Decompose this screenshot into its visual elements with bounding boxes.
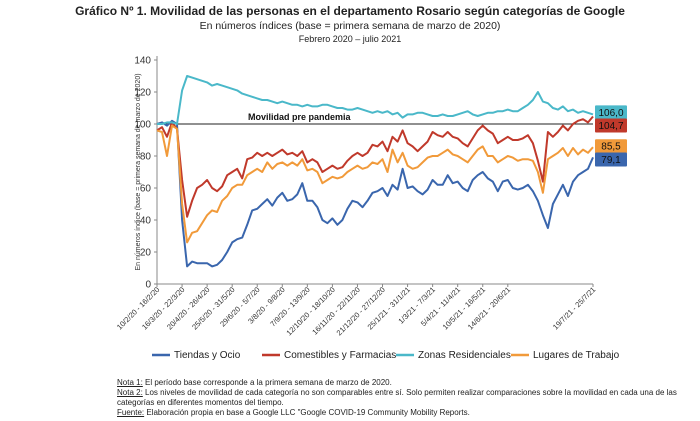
note-1: Nota 1: El período base corresponde a la… xyxy=(117,378,677,388)
legend-item-2: Zonas Residenciales xyxy=(396,350,511,361)
legend-item-3: Lugares de Trabajo xyxy=(511,350,620,361)
end-label-box xyxy=(595,118,627,133)
reference-line-label: Movilidad pre pandemia xyxy=(248,112,352,122)
end-label-1: 104,7 xyxy=(595,118,627,133)
legend-label: Tiendas y Ocio xyxy=(174,350,241,361)
y-tick-label: 40 xyxy=(140,216,152,227)
chart-period: Febrero 2020 – julio 2021 xyxy=(298,34,402,44)
end-label-box xyxy=(595,105,627,120)
legend-label: Lugares de Trabajo xyxy=(533,350,620,361)
chart-title: Gráfico Nº 1. Movilidad de las personas … xyxy=(75,4,625,18)
series-line-1 xyxy=(156,115,594,218)
legend-item-1: Comestibles y Farmacias xyxy=(262,350,396,361)
y-tick-label: 0 xyxy=(145,280,151,291)
y-tick-label: 20 xyxy=(140,248,152,259)
y-tick-label: 120 xyxy=(134,88,151,99)
legend-item-0: Tiendas y Ocio xyxy=(152,350,241,361)
legend-label: Zonas Residenciales xyxy=(418,350,511,361)
footnotes: Nota 1: El período base corresponde a la… xyxy=(117,378,677,418)
series-line-0 xyxy=(156,119,594,268)
x-tick-label: 19/7/21 - 25/7/21 xyxy=(551,285,597,331)
chart-subtitle: En números índices (base = primera seman… xyxy=(199,20,501,32)
end-label-3: 85,5 xyxy=(595,139,627,154)
end-label-value: 79,1 xyxy=(601,155,621,166)
note-2-text: Los niveles de movilidad de cada categor… xyxy=(117,388,677,407)
mobility-line-chart: 0 20 40 60 80 100 120 140 En números índice (bas… xyxy=(115,56,627,361)
y-tick-label: 140 xyxy=(134,56,151,67)
y-axis-label: En números índice (base = primera semana… xyxy=(135,73,142,270)
legend-label: Comestibles y Farmacias xyxy=(284,350,396,361)
source-note: Fuente: Elaboración propia en base a Goo… xyxy=(117,408,677,418)
end-label-box xyxy=(595,152,627,167)
end-label-value: 104,7 xyxy=(598,121,623,132)
y-tick-label: 80 xyxy=(140,152,152,163)
end-label-value: 85,5 xyxy=(601,142,621,153)
end-label-box xyxy=(595,139,627,154)
note-1-text: El período base corresponde a la primera… xyxy=(142,378,392,387)
note-2: Nota 2: Los niveles de movilidad de cada… xyxy=(117,388,677,408)
y-tick-label: 60 xyxy=(140,184,152,195)
end-label-0: 79,1 xyxy=(595,152,627,167)
source-label: Fuente: xyxy=(117,408,145,417)
source-text: Elaboración propia en base a Google LLC … xyxy=(144,408,470,417)
end-label-value: 106,0 xyxy=(598,108,623,119)
y-tick-label: 100 xyxy=(134,120,151,131)
note-1-label: Nota 1: xyxy=(117,378,143,387)
end-label-2: 106,0 xyxy=(595,105,627,120)
note-2-label: Nota 2: xyxy=(117,388,143,397)
series-line-2 xyxy=(157,75,594,125)
series-line-3 xyxy=(156,124,594,244)
x-tick-label: 10/2/20 - 16/2/20 xyxy=(115,285,161,331)
